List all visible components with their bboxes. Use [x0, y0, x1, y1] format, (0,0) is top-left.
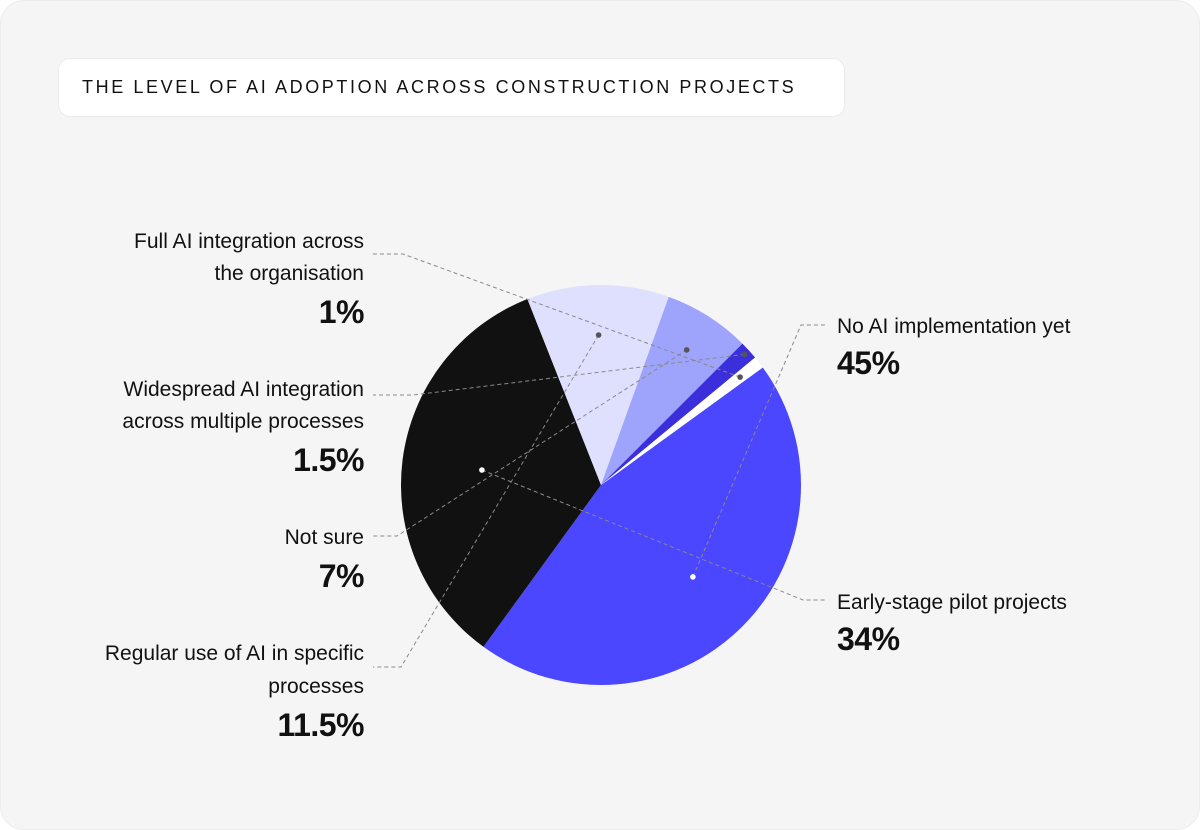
pie-slice-early-stage-pilot-projects — [400, 299, 601, 647]
slice-label-full-ai-integration-across-the-organisation-line-2: the organisation — [215, 262, 364, 285]
slice-label-not-sure: Not sure — [285, 526, 364, 549]
slice-label-full-ai-integration-across-the-organisation-line-1: Full AI integration across — [134, 230, 364, 253]
pie-slices — [400, 284, 801, 685]
slice-label-regular-use-of-ai-in-specific-processes-line-1: Regular use of AI in specific — [105, 642, 364, 665]
slice-value-not-sure: 7% — [319, 558, 364, 594]
pie-slice-full-ai-integration-across-the-organisation — [601, 357, 763, 485]
slice-label-regular-use-of-ai-in-specific-processes-line-2: processes — [268, 675, 364, 698]
pie-slice-regular-use-of-ai-in-specific-processes — [527, 284, 669, 485]
leader-line-regular-use-of-ai-in-specific-processes — [373, 334, 600, 668]
pie-slice-not-sure — [601, 296, 743, 485]
slice-label-early-stage-pilot-projects: Early-stage pilot projects — [837, 591, 1067, 614]
pie-slice-widespread-ai-integration-across-multiple-processes — [601, 343, 756, 485]
slice-labels: No AI implementation yet 45% Early-stage p… — [105, 230, 1071, 743]
leader-line-early-stage-pilot-projects — [481, 469, 827, 601]
leader-dot-not-sure — [683, 347, 690, 353]
slice-value-full-ai-integration-across-the-organisation: 1% — [319, 294, 364, 330]
slice-value-regular-use-of-ai-in-specific-processes: 11.5% — [278, 707, 365, 743]
leader-line-widespread-ai-integration-across-multiple-processes — [373, 353, 745, 396]
slice-label-widespread-ai-integration-across-multiple-processes-line-2: across multiple processes — [122, 410, 364, 433]
leader-dot-no-ai-implementation-yet — [690, 574, 696, 580]
leader-dot-early-stage-pilot-projects — [479, 467, 485, 473]
leader-dot-full-ai-integration-across-the-organisation — [737, 374, 743, 380]
slice-label-no-ai-implementation-yet: No AI implementation yet — [837, 315, 1071, 338]
leader-lines — [373, 253, 827, 668]
leader-line-full-ai-integration-across-the-organisation — [373, 253, 741, 378]
chart-title: THE LEVEL OF AI ADOPTION ACROSS CONSTRUC… — [58, 58, 845, 117]
leader-dot-regular-use-of-ai-in-specific-processes — [595, 332, 602, 338]
slice-label-widespread-ai-integration-across-multiple-processes-line-1: Widespread AI integration — [124, 378, 364, 401]
slice-value-no-ai-implementation-yet: 45% — [837, 345, 900, 381]
pie-slice-no-ai-implementation-yet — [483, 367, 801, 685]
slice-value-widespread-ai-integration-across-multiple-processes: 1.5% — [293, 442, 364, 478]
leader-line-no-ai-implementation-yet — [692, 324, 827, 578]
leader-dot-widespread-ai-integration-across-multiple-processes — [741, 351, 748, 358]
leader-line-not-sure — [373, 349, 687, 537]
slice-value-early-stage-pilot-projects: 34% — [837, 621, 900, 657]
